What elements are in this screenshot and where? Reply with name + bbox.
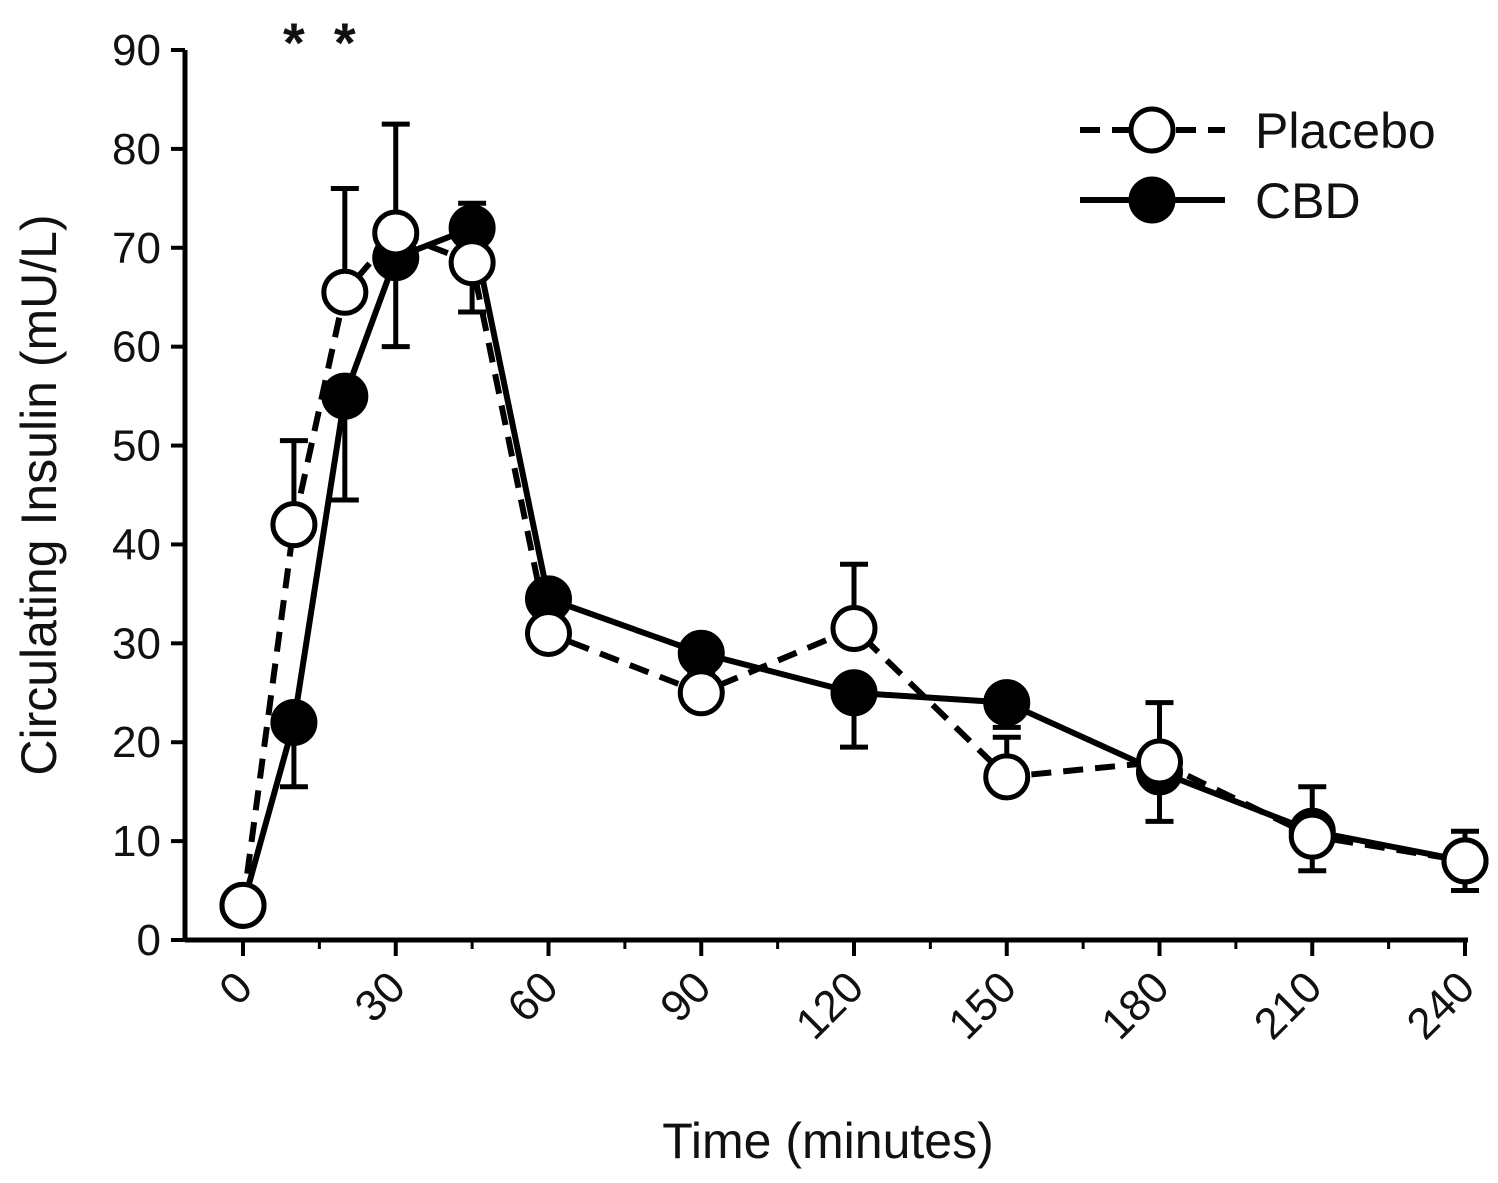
legend-marker-placebo xyxy=(1128,106,1176,154)
point-placebo xyxy=(1288,812,1336,860)
point-placebo xyxy=(677,669,725,717)
x-tick-label: 90 xyxy=(651,962,720,1031)
series-line-cbd xyxy=(240,225,1466,907)
legend-marker-cbd xyxy=(1128,176,1176,224)
y-tick-label: 0 xyxy=(137,916,161,965)
x-tick-label: 60 xyxy=(498,962,567,1031)
point-cbd xyxy=(321,372,369,420)
x-tick-label: 120 xyxy=(787,962,874,1049)
point-placebo xyxy=(983,753,1031,801)
y-tick-label: 50 xyxy=(112,422,161,471)
x-axis-title: Time (minutes) xyxy=(662,1113,994,1169)
series-layer xyxy=(219,121,1489,929)
point-placebo xyxy=(525,609,572,657)
point-placebo xyxy=(1136,738,1183,786)
point-placebo xyxy=(448,239,496,287)
y-tick-label: 40 xyxy=(112,520,161,569)
point-cbd xyxy=(270,698,318,746)
y-tick-label: 20 xyxy=(112,718,161,767)
point-cbd xyxy=(983,679,1031,727)
legend: Placebo CBD xyxy=(1080,103,1436,229)
point-placebo xyxy=(270,501,318,549)
y-axis-title: Circulating Insulin (mU/L) xyxy=(11,214,67,775)
significance-asterisk: * xyxy=(334,11,356,74)
point-placebo xyxy=(372,209,420,257)
x-tick-label: 210 xyxy=(1245,962,1332,1049)
x-tick-label: 180 xyxy=(1092,962,1179,1049)
point-placebo xyxy=(219,881,267,929)
series-line-placebo xyxy=(240,229,1466,906)
y-tick-label: 10 xyxy=(112,817,161,866)
legend-label-placebo: Placebo xyxy=(1255,103,1436,159)
point-placebo xyxy=(1441,837,1489,885)
significance-asterisk: * xyxy=(283,11,305,74)
point-placebo xyxy=(830,605,878,652)
point-cbd xyxy=(830,669,878,717)
y-tick-label: 30 xyxy=(112,619,161,668)
x-tick-label: 150 xyxy=(939,962,1026,1049)
point-cbd xyxy=(677,629,725,677)
axes: 0 10 20 30 40 50 60 70 80 90 0 30 60 90 120 150 180 210 24… xyxy=(112,26,1484,1049)
x-tick-label: 30 xyxy=(346,962,415,1031)
y-tick-label: 80 xyxy=(112,125,161,174)
annotations: * * xyxy=(283,11,356,74)
y-tick-label: 60 xyxy=(112,323,161,372)
legend-label-cbd: CBD xyxy=(1255,173,1361,229)
point-placebo xyxy=(321,268,369,316)
y-tick-label: 70 xyxy=(112,224,161,273)
x-tick-label: 0 xyxy=(210,962,262,1014)
x-tick-label: 240 xyxy=(1398,962,1485,1049)
y-tick-label: 90 xyxy=(112,26,161,75)
